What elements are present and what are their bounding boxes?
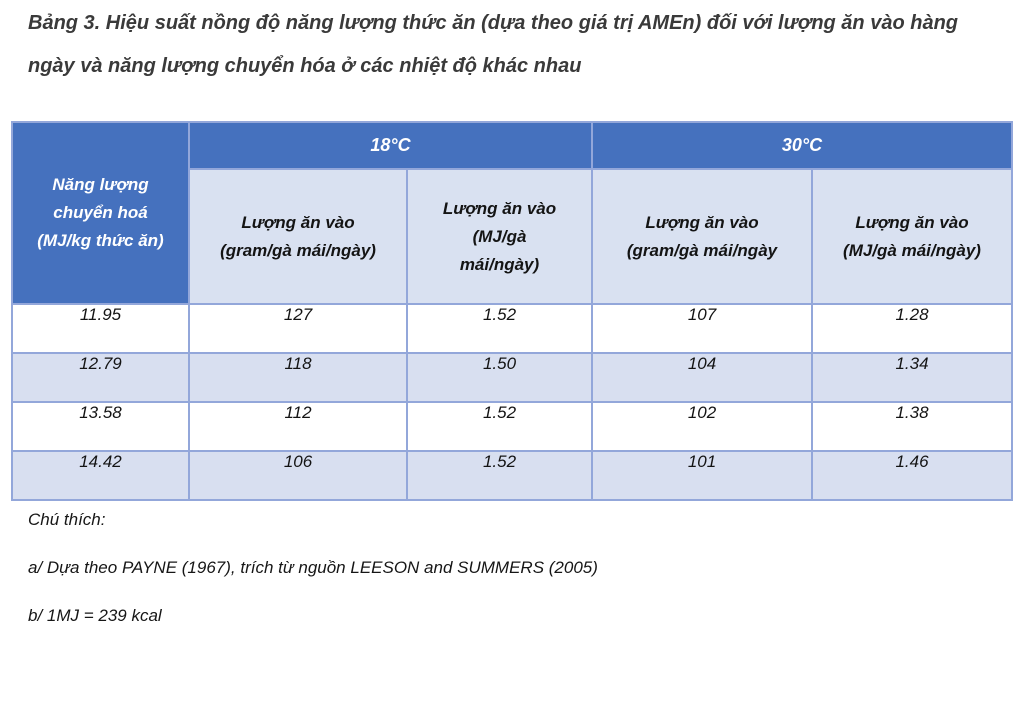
subheader-intake-mj-30c: Lượng ăn vào (MJ/gà mái/ngày) bbox=[811, 168, 1013, 305]
page-title: Bảng 3. Hiệu suất nồng độ năng lượng thứ… bbox=[28, 12, 958, 77]
table-row: 14.42 106 1.52 101 1.46 bbox=[11, 450, 1013, 501]
table-row: 13.58 112 1.52 102 1.38 bbox=[11, 401, 1013, 452]
table-cell: 101 bbox=[591, 450, 813, 501]
table-cell: 104 bbox=[591, 352, 813, 403]
table-cell: 1.28 bbox=[811, 303, 1013, 354]
subheader-intake-gram-30c: Lượng ăn vào (gram/gà mái/ngày bbox=[591, 168, 813, 305]
feed-energy-table: Năng lượng chuyển hoá (MJ/kg thức ăn) 18… bbox=[11, 121, 1013, 501]
footnotes: Chú thích: a/ Dựa theo PAYNE (1967), trí… bbox=[28, 509, 1024, 627]
table-cell: 102 bbox=[591, 401, 813, 452]
table-cell: 12.79 bbox=[11, 352, 190, 403]
table-cell: 112 bbox=[188, 401, 408, 452]
table-cell: 107 bbox=[591, 303, 813, 354]
corner-header-metabolizable-energy: Năng lượng chuyển hoá (MJ/kg thức ăn) bbox=[11, 121, 190, 305]
group-header-row: Năng lượng chuyển hoá (MJ/kg thức ăn) 18… bbox=[11, 121, 1013, 305]
footnote-source: a/ Dựa theo PAYNE (1967), trích từ nguồn… bbox=[28, 558, 598, 577]
table-cell: 1.46 bbox=[811, 450, 1013, 501]
footnote-conversion: b/ 1MJ = 239 kcal bbox=[28, 606, 162, 625]
table-cell: 1.38 bbox=[811, 401, 1013, 452]
subheader-intake-gram-18c: Lượng ăn vào (gram/gà mái/ngày) bbox=[188, 168, 408, 305]
group-header-18c: 18°C bbox=[188, 121, 593, 170]
table-row: 12.79 118 1.50 104 1.34 bbox=[11, 352, 1013, 403]
table-cell: 1.50 bbox=[406, 352, 593, 403]
group-header-30c: 30°C bbox=[591, 121, 1013, 170]
table-cell: 14.42 bbox=[11, 450, 190, 501]
table-header: Năng lượng chuyển hoá (MJ/kg thức ăn) 18… bbox=[11, 121, 1013, 305]
table-cell: 127 bbox=[188, 303, 408, 354]
table-cell: 13.58 bbox=[11, 401, 190, 452]
subheader-intake-mj-18c: Lượng ăn vào (MJ/gà mái/ngày) bbox=[406, 168, 593, 305]
table-cell: 1.52 bbox=[406, 303, 593, 354]
table-cell: 106 bbox=[188, 450, 408, 501]
table-cell: 1.52 bbox=[406, 401, 593, 452]
table-cell: 11.95 bbox=[11, 303, 190, 354]
table-cell: 1.52 bbox=[406, 450, 593, 501]
table-row: 11.95 127 1.52 107 1.28 bbox=[11, 303, 1013, 354]
table-body: 11.95 127 1.52 107 1.28 12.79 118 1.50 1… bbox=[11, 303, 1013, 501]
subheader-row: Lượng ăn vào (gram/gà mái/ngày) Lượng ăn… bbox=[12, 168, 1013, 305]
footnotes-heading: Chú thích: bbox=[28, 510, 106, 529]
table-cell: 118 bbox=[188, 352, 408, 403]
table-cell: 1.34 bbox=[811, 352, 1013, 403]
